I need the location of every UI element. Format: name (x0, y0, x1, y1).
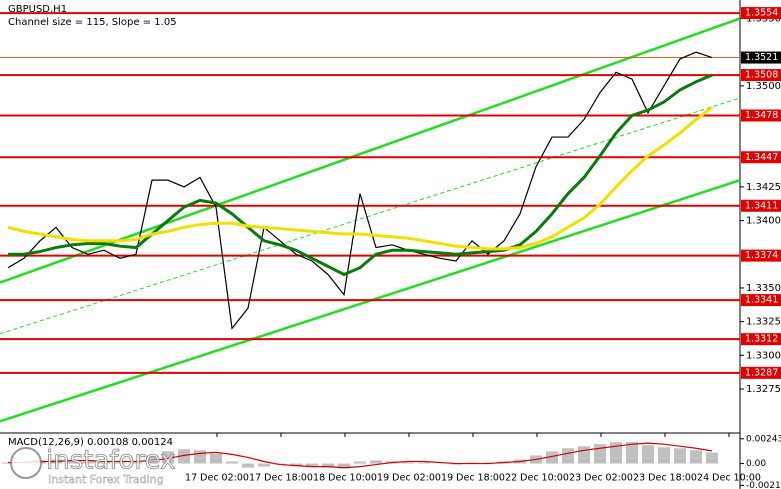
x-tick-label: 22 Dec 10:00 (505, 473, 569, 484)
macd-bar (98, 461, 110, 464)
level-label: 1.3508 (745, 70, 778, 81)
macd-bar (354, 461, 366, 464)
level-label: 1.3287 (745, 367, 778, 378)
macd-tick-label: 0.00243 (746, 434, 781, 444)
level-label: 1.3312 (745, 334, 778, 345)
macd-bar (658, 447, 670, 464)
y-tick-label: 1.3400 (746, 216, 781, 227)
macd-bar (114, 462, 126, 464)
logo (10, 447, 42, 479)
y-tick-label: 1.3425 (746, 182, 781, 193)
x-tick-label: 24 Dec 10:00 (697, 473, 761, 484)
level-label: 1.3411 (745, 200, 778, 211)
level-tag (741, 69, 781, 82)
x-tick-label: 19 Dec 02:00 (377, 473, 441, 484)
level-tag (741, 366, 781, 379)
level-tag (741, 109, 781, 122)
level-tag (741, 7, 781, 20)
brand: instaforex (46, 446, 175, 476)
x-tick-label: 17 Dec 02:00 (185, 473, 249, 484)
x-tick-label: 18 Dec 10:00 (313, 473, 377, 484)
macd-tick-label: -0.00214 (746, 481, 781, 489)
watermark: instaforex Instant Forex Trading (10, 445, 176, 486)
macd-bar (594, 444, 606, 464)
macd-signal (8, 442, 713, 469)
series-ma-fast (8, 73, 713, 277)
tagline: Instant Forex Trading (48, 473, 164, 486)
macd-bar (642, 445, 654, 464)
x-tick-label: 17 Dec 18:00 (249, 473, 313, 484)
level-label: 1.3341 (745, 295, 778, 306)
series-price (7, 51, 713, 330)
y-tick-label: 1.3325 (746, 317, 781, 328)
macd-bar (194, 450, 206, 464)
macd-bar (178, 449, 190, 464)
macd-bar (706, 452, 718, 464)
macd-bar (578, 446, 590, 464)
macd-bar (210, 453, 222, 464)
current-tag (741, 51, 781, 64)
macd-bar (258, 463, 270, 467)
y-tick-label: 1.3300 (746, 350, 781, 361)
y-tick-label: 1.3275 (746, 384, 781, 395)
macd-bar (546, 451, 558, 464)
level-tag (741, 333, 781, 346)
macd-bar (610, 442, 622, 464)
x-tick-label: 23 Dec 18:00 (633, 473, 697, 484)
macd-bar (674, 448, 686, 464)
macd-bar (402, 462, 414, 464)
level-label: 1.3447 (745, 152, 778, 163)
y-tick-label: 1.3350 (746, 283, 781, 294)
channel-upper (0, 17, 741, 284)
macd-bar (306, 463, 318, 467)
series-ma-slow (7, 106, 713, 251)
macd-bar (562, 448, 574, 464)
x-tick-label: 23 Dec 02:00 (569, 473, 633, 484)
macd-bar (626, 442, 638, 464)
level-label: 1.3554 (745, 8, 778, 19)
level-label: 1.3374 (745, 250, 778, 261)
macd-bar (226, 461, 238, 464)
channel-middle (0, 97, 741, 335)
macd-bar (418, 462, 430, 464)
macd-bar (370, 460, 382, 464)
macd-label: MACD(12,26,9) 0.00108 0.00124 (8, 437, 173, 448)
y-tick-label: 1.3500 (746, 81, 781, 92)
chart-title: GBPUSD,H1 (8, 4, 67, 15)
macd-bar (162, 451, 174, 464)
macd-bar (338, 463, 350, 469)
macd-bar (242, 463, 254, 468)
macd-bar (690, 450, 702, 464)
macd-bar (146, 455, 158, 464)
macd-bar (290, 463, 302, 466)
chart-subtitle: Channel size = 115, Slope = 1.05 (8, 17, 177, 28)
macd-bar (66, 460, 78, 464)
level-tag (741, 151, 781, 164)
level-label: 1.3478 (745, 110, 778, 121)
current-label: 1.3521 (745, 52, 778, 63)
macd-bar (82, 461, 94, 464)
level-tag (741, 294, 781, 307)
macd-tick-label: 0.00 (746, 459, 766, 469)
x-tick-label: 19 Dec 18:00 (441, 473, 505, 484)
macd-bar (322, 463, 334, 468)
macd-bar (130, 462, 142, 464)
level-tag (741, 199, 781, 212)
level-tag (741, 249, 781, 262)
